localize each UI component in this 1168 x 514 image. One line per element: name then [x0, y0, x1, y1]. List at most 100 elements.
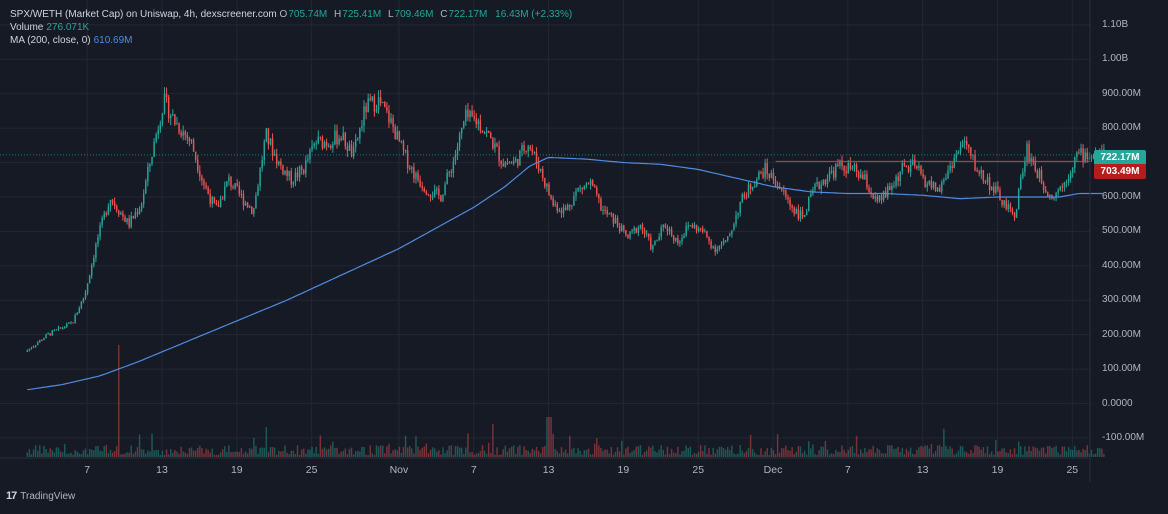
volume-bar: [496, 447, 498, 457]
candle-body: [1032, 158, 1034, 162]
volume-label: Volume: [10, 22, 44, 33]
candle-body: [224, 186, 226, 200]
candle-body: [606, 210, 608, 215]
candle-body: [176, 123, 178, 125]
candle-body: [1003, 200, 1005, 206]
candle-body: [161, 113, 164, 125]
volume-bar: [899, 452, 901, 457]
volume-bar: [145, 453, 147, 457]
volume-bar: [810, 448, 812, 457]
volume-bar: [631, 451, 633, 457]
volume-bar: [132, 453, 135, 457]
volume-bar: [296, 445, 299, 457]
volume-bar: [384, 453, 386, 457]
candle-body: [446, 172, 448, 185]
volume-bar: [643, 451, 646, 457]
candle-body: [72, 322, 74, 324]
volume-bar: [151, 433, 153, 457]
candle-body: [708, 236, 710, 242]
volume-bar: [747, 447, 750, 457]
volume-bar: [612, 454, 615, 457]
volume-bar: [174, 450, 176, 457]
candle-body: [465, 109, 467, 122]
volume-bar: [319, 435, 322, 457]
volume-bar: [895, 448, 897, 457]
candle-body: [419, 180, 421, 187]
candle-body: [928, 181, 931, 185]
volume-bar: [325, 449, 328, 457]
volume-bar: [224, 446, 226, 457]
candle-body: [766, 163, 768, 175]
volume-bar: [841, 445, 843, 457]
volume-bar: [429, 449, 432, 457]
volume-bar: [812, 444, 814, 457]
volume-bar: [278, 450, 280, 457]
volume-bar: [317, 453, 320, 457]
candle-body: [375, 109, 378, 112]
volume-bar: [28, 449, 31, 457]
volume-bar: [1099, 448, 1101, 457]
volume-bar: [857, 454, 860, 457]
volume-bar: [367, 454, 369, 457]
candle-body: [232, 186, 234, 189]
volume-bar: [78, 453, 81, 457]
x-tick-label: 19: [617, 464, 630, 476]
candle-body: [1011, 208, 1014, 213]
volume-bar: [564, 449, 567, 457]
volume-bar: [1034, 447, 1037, 457]
candle-body: [776, 186, 779, 188]
volume-bar: [481, 445, 484, 457]
volume-bar: [733, 453, 735, 457]
volume-bar: [105, 445, 108, 457]
volume-bar: [986, 446, 989, 457]
volume-bar: [934, 451, 937, 457]
candle-body: [80, 301, 83, 309]
volume-bar: [1017, 441, 1020, 457]
volume-bar: [600, 448, 602, 457]
volume-bar: [205, 448, 207, 457]
candle-body: [959, 147, 962, 152]
candle-body: [791, 205, 793, 208]
candle-body: [672, 235, 675, 241]
candle-body: [357, 138, 359, 140]
volume-bar: [818, 450, 820, 457]
high-value: 725.41M: [342, 9, 382, 20]
candle-body: [332, 144, 334, 149]
volume-bar: [288, 454, 290, 457]
volume-bar: [269, 447, 272, 457]
volume-bar: [860, 449, 862, 457]
volume-bar: [889, 445, 891, 457]
change-value: 16.43M (+2.33%): [495, 9, 573, 20]
volume-bar: [1020, 446, 1022, 457]
candle-body: [392, 118, 394, 127]
volume-bar: [199, 445, 201, 457]
volume-bar: [598, 445, 600, 457]
volume-bar: [292, 450, 295, 457]
candle-body: [305, 160, 307, 174]
candle-body: [371, 96, 374, 101]
candle-body: [367, 98, 369, 113]
volume-bar: [413, 453, 415, 457]
volume-bar: [463, 453, 465, 457]
candle-body: [824, 179, 827, 185]
volume-bar: [1082, 448, 1084, 457]
volume-bar: [265, 426, 268, 457]
candle-body: [1074, 157, 1076, 169]
candle-body: [1022, 172, 1024, 178]
candle-body: [421, 186, 423, 189]
candle-body: [138, 209, 141, 215]
volume-bar: [263, 447, 265, 457]
volume-bar: [702, 451, 704, 457]
volume-bar: [236, 451, 238, 457]
candle-body: [729, 234, 731, 237]
volume-bar: [182, 451, 184, 457]
volume-bar: [679, 454, 681, 457]
candle-body: [930, 181, 933, 188]
candle-body: [28, 348, 31, 351]
tradingview-brand[interactable]: 17 TradingView: [6, 490, 75, 502]
candle-body: [386, 107, 388, 111]
candle-body: [1009, 204, 1012, 209]
candle-body: [292, 182, 295, 185]
volume-bar: [431, 447, 434, 457]
